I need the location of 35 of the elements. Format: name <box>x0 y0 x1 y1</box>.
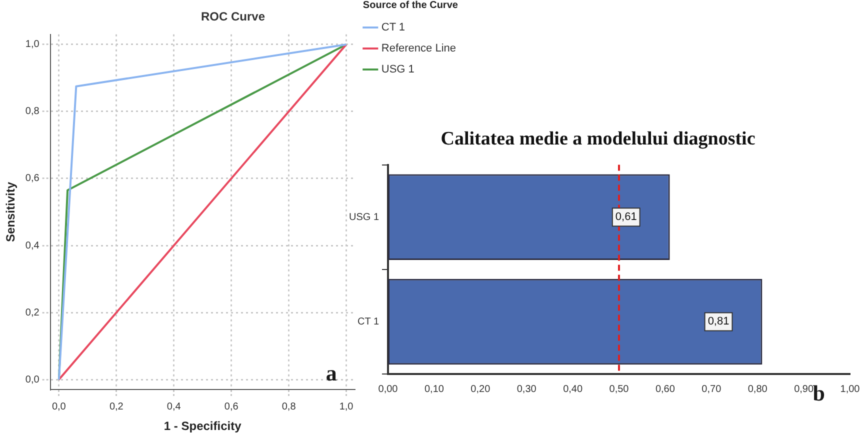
y-tick-label: 0,4 <box>25 240 40 252</box>
y-tick-label: 0,2 <box>25 307 40 318</box>
x-tick-label: 1,00 <box>840 384 860 395</box>
y-tick-label: 0,0 <box>25 374 40 386</box>
chart-title: Calitatea medie a modelului diagnostic <box>440 128 756 150</box>
x-tick-label: 0,60 <box>655 384 676 395</box>
data-label: 0,81 <box>708 316 730 328</box>
y-tick-label: 0,6 <box>25 173 40 184</box>
legend-label: USG 1 <box>381 64 414 76</box>
x-tick-label: 0,80 <box>748 384 768 395</box>
text: b <box>812 380 825 406</box>
x-tick-label: 0,30 <box>516 384 537 395</box>
x-tick-label: 0,10 <box>424 384 444 395</box>
legend-label: Reference Line <box>381 42 456 55</box>
x-tick-label: 0,70 <box>702 384 722 395</box>
x-tick-label: 0,2 <box>109 401 124 412</box>
x-tick-label: 0,6 <box>224 401 239 412</box>
data-label: 0,61 <box>615 211 637 224</box>
legend-label: CT 1 <box>381 22 406 34</box>
x-tick-label: 0,90 <box>794 384 814 395</box>
y-tick-label: 1,0 <box>25 39 40 50</box>
x-tick-label: 0,20 <box>470 384 491 395</box>
x-tick-label: 0,50 <box>609 384 630 395</box>
annotation: a <box>326 360 337 386</box>
x-tick-label: 0,0 <box>52 401 66 412</box>
x-axis-title: 1 - Specificity <box>164 419 242 434</box>
x-tick-label: 0,00 <box>378 384 398 395</box>
legend-title: Source of the Curve <box>362 0 458 11</box>
y-axis-title: Sensitivity <box>4 182 18 242</box>
chart-title: ROC Curve <box>200 10 266 24</box>
x-tick-label: 0,8 <box>282 401 296 412</box>
y-tick-label: 0,8 <box>25 106 40 118</box>
x-tick-label: 1,0 <box>339 401 354 412</box>
x-tick-label: 0,40 <box>563 384 583 395</box>
x-tick-label: 0,4 <box>166 401 182 412</box>
